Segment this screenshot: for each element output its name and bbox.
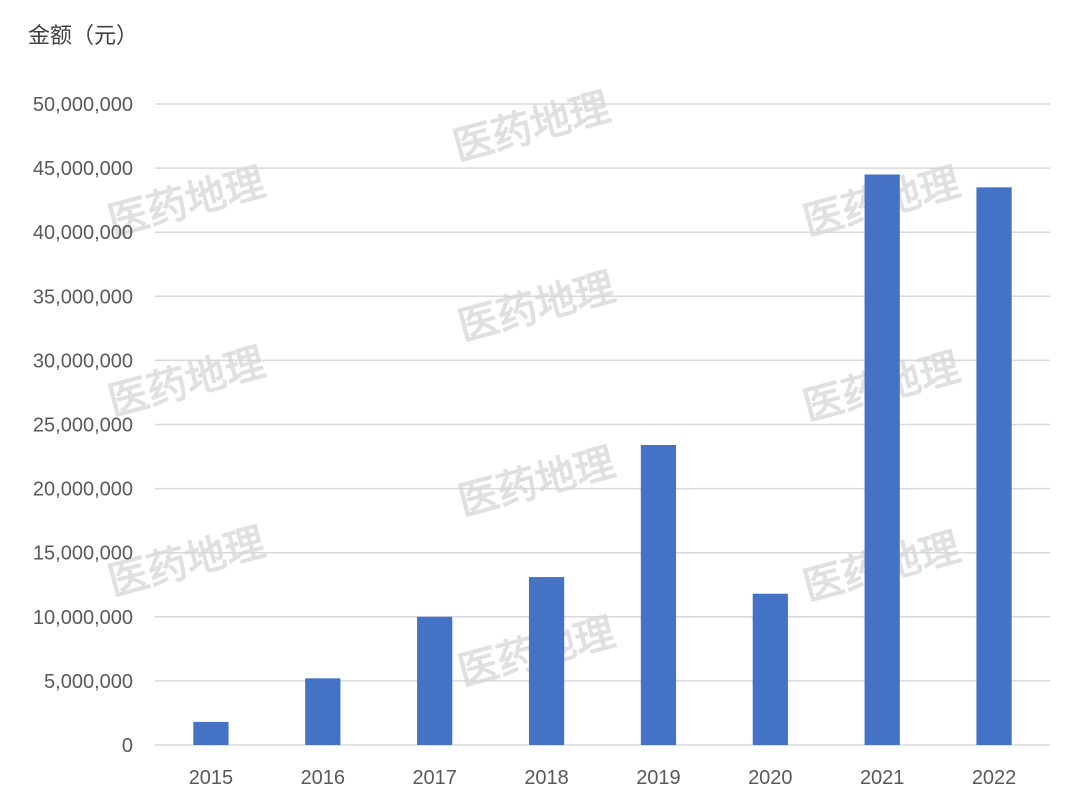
x-tick-label: 2018 (524, 767, 569, 789)
bar-2019 (640, 445, 677, 745)
x-tick-label: 2019 (636, 767, 681, 789)
x-tick-labels: 2015 2016 2017 2018 2019 2020 2021 2022 (189, 767, 1017, 789)
y-tick-label: 50,000,000 (33, 94, 133, 116)
bar-2018 (528, 577, 565, 745)
y-axis-label: 金额（元） (28, 24, 139, 49)
x-tick-label: 2017 (412, 767, 457, 789)
bar-2017 (417, 616, 453, 745)
y-tick-label: 10,000,000 (33, 607, 133, 629)
watermark-text: 医药地理 (453, 440, 619, 526)
x-tick-label: 2016 (301, 767, 346, 789)
y-tick-label: 0 (122, 735, 133, 757)
bar-2020 (752, 593, 788, 745)
bar-2021 (864, 174, 900, 745)
y-tick-label: 35,000,000 (33, 286, 133, 308)
y-tick-label: 45,000,000 (33, 158, 133, 180)
bars (193, 174, 1012, 745)
y-tick-labels: 0 5,000,000 10,000,000 15,000,000 20,000,000… (33, 94, 133, 757)
y-tick-label: 15,000,000 (33, 543, 133, 565)
gridlines (155, 103, 1050, 746)
y-tick-label: 20,000,000 (33, 479, 133, 501)
y-tick-label: 5,000,000 (44, 671, 133, 693)
x-tick-label: 2015 (189, 767, 234, 789)
y-tick-label: 40,000,000 (33, 222, 133, 244)
watermark-text: 医药地理 (453, 265, 619, 351)
x-tick-label: 2020 (748, 767, 793, 789)
bar-2022 (976, 187, 1012, 745)
bar-2015 (193, 721, 229, 745)
bar-2016 (305, 678, 341, 745)
x-tick-label: 2022 (972, 767, 1017, 789)
y-tick-label: 30,000,000 (33, 350, 133, 372)
y-tick-label: 25,000,000 (33, 415, 133, 437)
watermark-text: 医药地理 (448, 85, 614, 171)
x-tick-label: 2021 (860, 767, 905, 789)
